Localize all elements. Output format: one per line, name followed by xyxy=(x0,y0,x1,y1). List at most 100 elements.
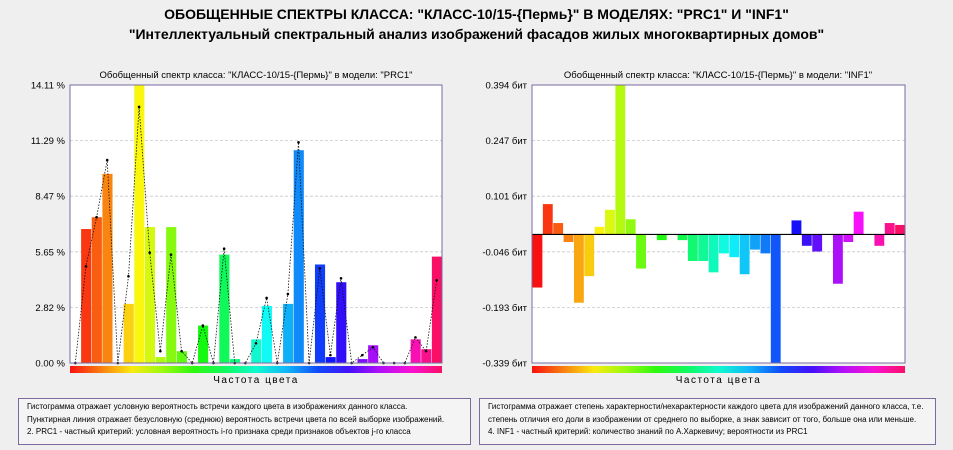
inf1-y-tick-label: -0.339 бит xyxy=(482,359,527,370)
inf1-bar xyxy=(563,234,574,243)
inf1-bar xyxy=(739,234,750,275)
prc1-average-point xyxy=(137,105,141,109)
inf1-y-tick-label: -0.193 бит xyxy=(482,303,527,314)
prc1-bar xyxy=(134,85,145,363)
inf1-bar xyxy=(770,234,781,363)
inf1-bar xyxy=(584,234,595,277)
prc1-average-point xyxy=(95,215,98,219)
inf1-bar xyxy=(874,234,885,246)
prc1-average-point xyxy=(127,275,130,278)
prc1-bar xyxy=(421,349,432,363)
prc1-bar xyxy=(102,173,113,363)
legend-right-line2: степень отличия его доли в изображении о… xyxy=(488,414,917,424)
prc1-spectrum-strip xyxy=(70,366,442,373)
prc1-y-tick-label: 14.11 % xyxy=(31,81,66,92)
inf1-y-tick-label: 0.101 бит xyxy=(485,192,527,203)
prc1-bar xyxy=(261,305,272,363)
inf1-bar xyxy=(532,234,543,288)
prc1-chart-title: Обобщенный спектр класса: "КЛАСС-10/15-{… xyxy=(99,70,412,81)
inf1-bar xyxy=(791,220,802,235)
prc1-y-tick-label: 5.65 % xyxy=(35,247,65,258)
inf1-x-axis-label: Частота цвета xyxy=(676,375,762,386)
legend-left-line2: Пунктирная линия отражает безусловную (с… xyxy=(27,414,445,424)
prc1-average-point xyxy=(222,247,226,251)
main-subtitle: "Интеллектуальный спектральный анализ из… xyxy=(128,26,825,42)
inf1-y-tick-label: 0.247 бит xyxy=(485,136,527,147)
prc1-plot-frame xyxy=(69,84,443,364)
prc1-bar xyxy=(144,227,156,363)
prc1-average-point xyxy=(318,267,322,270)
inf1-bar xyxy=(594,226,605,235)
inf1-bar xyxy=(605,209,615,235)
prc1-bar xyxy=(91,217,102,363)
legend-right-line3: 4. INF1 - частный критерий: количество з… xyxy=(488,427,808,436)
prc1-average-point xyxy=(265,296,268,300)
prc1-average-point xyxy=(201,324,205,327)
prc1-average-point xyxy=(329,353,332,357)
inf1-y-tick-label: 0.394 бит xyxy=(485,81,527,92)
inf1-bar xyxy=(812,234,823,252)
prc1-average-point xyxy=(159,349,162,353)
prc1-y-tick-label: 0.00 % xyxy=(35,359,65,370)
prc1-average-point xyxy=(435,278,438,282)
legend-left-line1: Гистограмма отражает условную вероятност… xyxy=(27,402,408,411)
prc1-y-tick-label: 8.47 % xyxy=(35,192,65,203)
prc1-bar xyxy=(314,264,326,363)
inf1-bar xyxy=(884,223,895,235)
inf1-bar xyxy=(625,219,636,235)
prc1-average-point xyxy=(297,141,300,144)
inf1-bar xyxy=(729,234,740,258)
inf1-bar xyxy=(677,234,688,241)
prc1-bar xyxy=(176,351,187,363)
prc1-y-tick-label: 2.82 % xyxy=(35,303,65,314)
prc1-average-point xyxy=(424,349,428,353)
inf1-bar xyxy=(553,223,564,235)
prc1-average-point xyxy=(105,158,109,162)
prc1-average-point xyxy=(169,253,173,256)
prc1-bar xyxy=(198,325,209,363)
inf1-bar xyxy=(542,204,553,235)
prc1-bar xyxy=(123,303,134,363)
prc1-bar xyxy=(368,345,379,363)
inf1-bar xyxy=(615,85,626,235)
inf1-bar xyxy=(843,234,854,243)
legend-left-line3: 2. PRC1 - частный критерий: условная вер… xyxy=(27,427,411,436)
prc1-average-point xyxy=(84,265,88,268)
inf1-bar xyxy=(573,234,584,303)
prc1-x-axis-label: Частота цвета xyxy=(213,375,299,386)
prc1-average-point xyxy=(180,349,183,353)
legend-left-box: Гистограмма отражает условную вероятност… xyxy=(18,398,471,445)
charts-canvas: Обобщенный спектр класса: "КЛАСС-10/15-{… xyxy=(31,70,906,386)
prc1-average-point xyxy=(148,251,152,254)
inf1-bar xyxy=(719,234,729,254)
prc1-bar xyxy=(431,256,442,363)
prc1-average-point xyxy=(371,345,375,349)
prc1-bar xyxy=(166,227,177,363)
inf1-chart-title: Обобщенный спектр класса: "КЛАСС-10/15-{… xyxy=(564,70,872,81)
inf1-bar xyxy=(687,234,698,261)
inf1-plot-area xyxy=(532,85,905,363)
prc1-bar xyxy=(81,229,92,363)
inf1-bar xyxy=(801,234,812,246)
prc1-bar xyxy=(229,359,241,363)
legend-right-box: Гистограмма отражает степень характернос… xyxy=(479,398,936,445)
inf1-y-tick-label: -0.046 бит xyxy=(482,247,527,258)
inf1-bar xyxy=(853,211,864,235)
inf1-bar xyxy=(750,234,760,250)
prc1-bar xyxy=(251,339,262,363)
prc1-average-point xyxy=(339,276,343,280)
prc1-y-tick-label: 11.29 % xyxy=(31,136,66,147)
inf1-bar xyxy=(708,234,719,273)
prc1-bar xyxy=(293,150,304,363)
main-title: ОБОБЩЕННЫЕ СПЕКТРЫ КЛАССА: "КЛАСС-10/15-… xyxy=(164,6,789,22)
prc1-bar xyxy=(325,357,336,363)
prc1-average-point xyxy=(254,341,258,345)
prc1-bar xyxy=(155,357,166,363)
inf1-bar xyxy=(636,234,646,269)
legend-right-line1: Гистограмма отражает степень характернос… xyxy=(488,402,924,411)
prc1-bar xyxy=(336,282,347,363)
inf1-spectrum-strip xyxy=(532,366,905,373)
prc1-bar xyxy=(357,359,368,363)
prc1-average-point xyxy=(414,336,417,339)
inf1-bar xyxy=(832,234,843,284)
